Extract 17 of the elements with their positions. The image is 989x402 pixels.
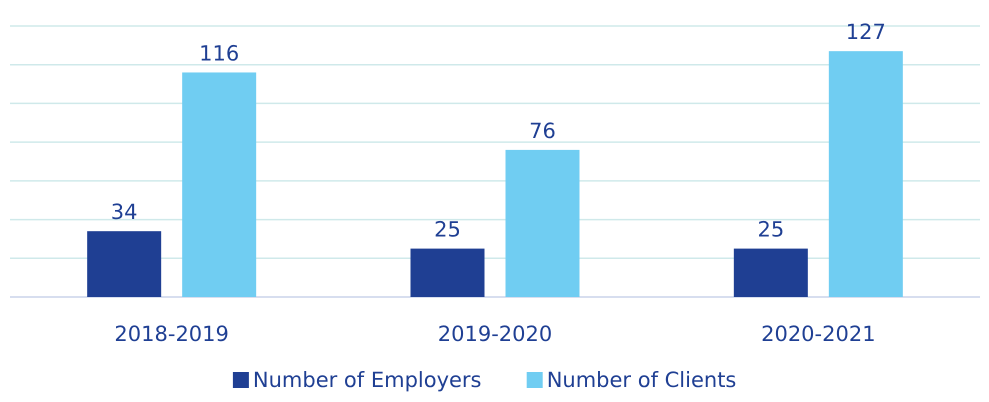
bar — [87, 231, 162, 297]
legend-label: Number of Employers — [252, 368, 482, 392]
data-label: 25 — [757, 218, 784, 242]
data-label: 34 — [110, 200, 138, 224]
data-label: 25 — [434, 218, 461, 242]
x-tick-label: 2019-2020 — [438, 322, 552, 346]
bar — [182, 72, 256, 297]
legend-label: Number of Clients — [546, 368, 736, 392]
x-tick-label: 2020-2021 — [761, 322, 876, 346]
bar — [410, 248, 484, 297]
data-label: 127 — [846, 20, 886, 44]
x-tick-label: 2018-2019 — [114, 322, 229, 346]
bar — [506, 150, 580, 297]
data-label: 76 — [529, 118, 556, 143]
bar — [734, 248, 808, 297]
bar — [828, 51, 903, 297]
data-label: 116 — [199, 41, 240, 66]
